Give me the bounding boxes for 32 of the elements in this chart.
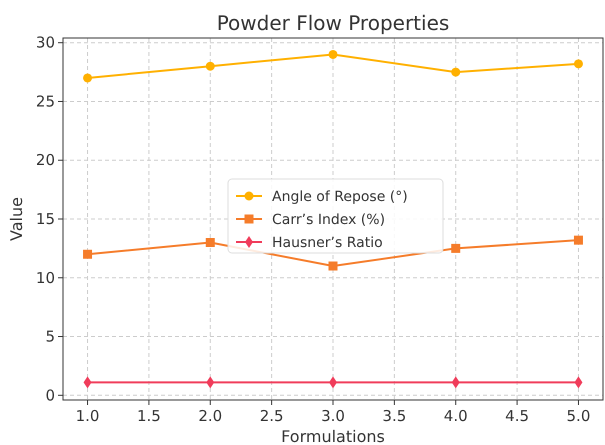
x-tick-label: 3.5 [382,407,406,425]
legend-label: Hausner’s Ratio [272,235,383,251]
x-tick-label: 4.0 [444,407,468,425]
x-tick-label: 2.0 [198,407,222,425]
point [328,262,338,271]
x-tick-label: 1.0 [76,407,100,425]
x-tick-label: 1.5 [136,407,161,425]
chart-title: Powder Flow Properties [216,11,450,35]
legend-label: Carr’s Index (%) [272,212,386,228]
x-tick-label: 3.0 [321,407,345,425]
y-tick-label: 10 [36,268,55,287]
y-tick-label: 5 [45,328,55,346]
y-tick-label: 20 [36,151,55,170]
y-axis-title: Value [7,197,26,241]
x-tick-label: 5.0 [566,407,590,425]
point [574,236,583,245]
point [574,59,583,68]
point [328,50,338,59]
point [83,73,92,82]
point [451,244,460,253]
legend-label: Angle of Repose (°) [272,189,408,205]
y-tick-label: 15 [36,210,55,228]
y-tick-label: 30 [36,34,55,52]
x-axis-title: Formulations [281,427,385,445]
point [206,238,215,248]
y-tick-label: 25 [36,92,55,110]
point [451,68,460,77]
point [206,62,215,71]
x-tick-label: 4.5 [505,407,530,425]
x-tick-label: 2.5 [260,407,284,425]
point [83,250,92,259]
y-tick-label: 0 [45,386,55,404]
